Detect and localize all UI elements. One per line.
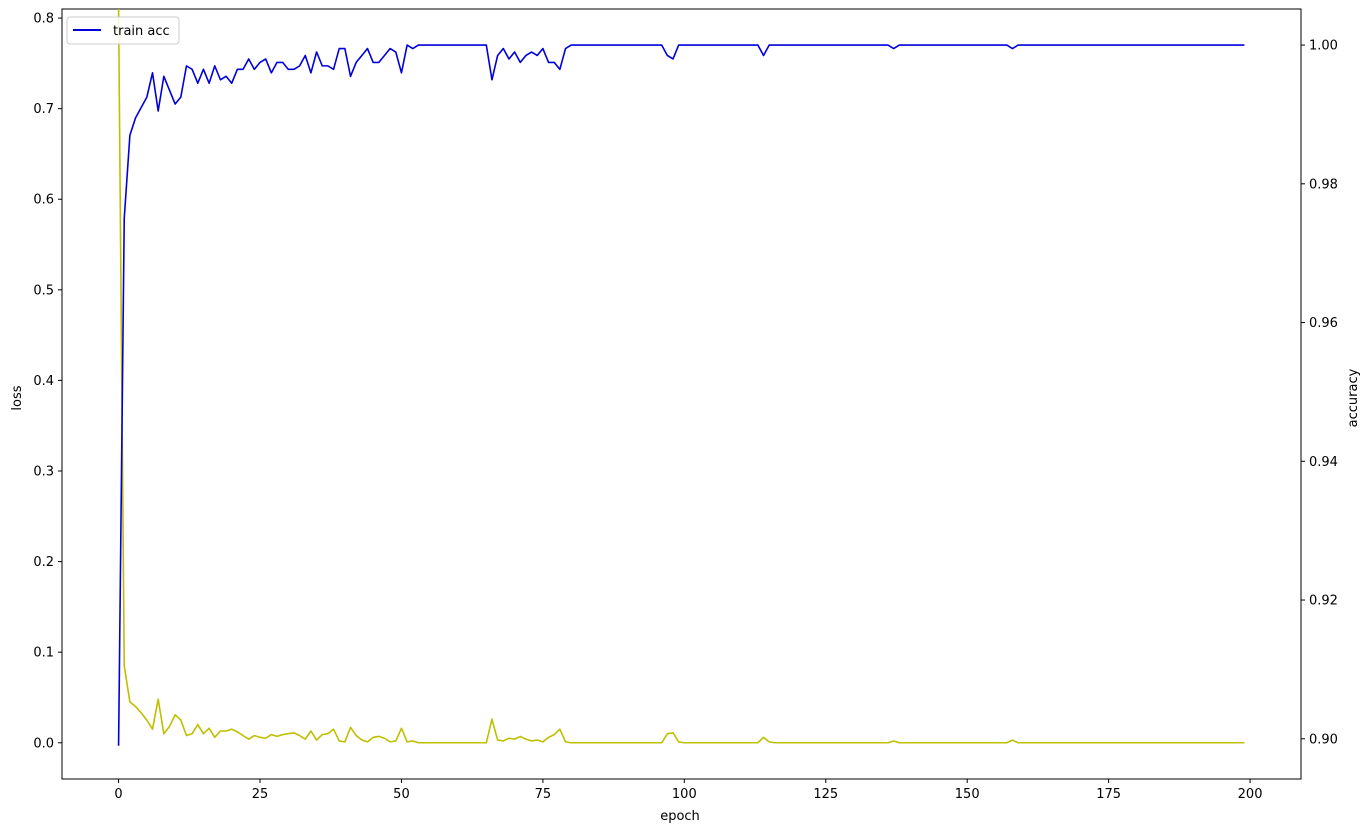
left-y-tick-label: 0.0 (33, 736, 54, 751)
legend-label-train-acc: train acc (113, 24, 170, 39)
x-tick-label: 150 (955, 787, 980, 802)
train-loss-line (117, 9, 1245, 744)
right-y-axis-ticks: 0.90 0.92 0.94 0.96 0.98 1.00 (1301, 39, 1338, 747)
x-tick-label: 25 (252, 787, 269, 802)
left-y-tick-label: 0.2 (33, 555, 54, 570)
left-y-tick-label: 0.6 (33, 193, 54, 208)
right-y-tick-label: 1.00 (1309, 39, 1338, 54)
left-y-tick-label: 0.5 (33, 283, 54, 298)
left-y-tick-label: 0.7 (33, 102, 54, 117)
x-axis-label: epoch (660, 809, 700, 824)
right-y-tick-label: 0.94 (1309, 455, 1338, 470)
x-tick-label: 100 (672, 787, 697, 802)
left-y-tick-label: 0.1 (33, 646, 54, 661)
x-tick-label: 175 (1096, 787, 1121, 802)
x-tick-label: 0 (114, 787, 122, 802)
right-y-tick-label: 0.90 (1309, 732, 1338, 747)
left-y-axis-label: loss (10, 385, 25, 410)
x-tick-label: 75 (535, 787, 552, 802)
left-y-axis-ticks: 0.0 0.1 0.2 0.3 0.4 0.5 0.6 0.7 0.8 (33, 12, 62, 751)
series-layer (117, 9, 1245, 746)
left-y-tick-label: 0.8 (33, 12, 54, 27)
x-axis-ticks: 0 25 50 75 100 125 150 175 200 (114, 779, 1262, 802)
left-y-tick-label: 0.3 (33, 465, 54, 480)
legend: train acc (66, 16, 180, 45)
x-tick-label: 200 (1238, 787, 1263, 802)
legend-box (66, 16, 180, 45)
train-acc-line (117, 44, 1245, 746)
right-y-tick-label: 0.98 (1309, 177, 1338, 192)
right-y-tick-label: 0.92 (1309, 594, 1338, 609)
plot-frame (61, 8, 1302, 780)
right-y-tick-label: 0.96 (1309, 316, 1338, 331)
left-y-tick-label: 0.4 (33, 374, 54, 389)
x-tick-label: 50 (393, 787, 410, 802)
plot-area (61, 8, 1302, 780)
x-tick-label: 125 (813, 787, 838, 802)
right-y-axis-label: accuracy (1346, 368, 1361, 427)
